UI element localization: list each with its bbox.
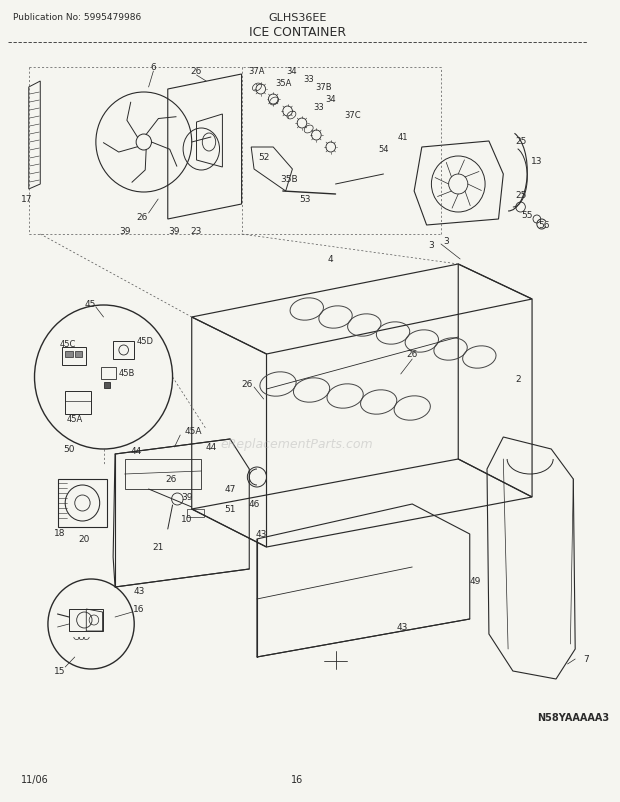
Text: 50: 50 [63, 445, 75, 454]
Text: ICE CONTAINER: ICE CONTAINER [249, 26, 346, 39]
Text: 3: 3 [428, 241, 434, 249]
Bar [69, 610, 102, 631]
Text: 45B: 45B [119, 369, 135, 378]
Text: 51: 51 [224, 505, 236, 514]
Text: 37A: 37A [249, 67, 265, 76]
Text: 26: 26 [242, 380, 253, 389]
Text: 49: 49 [470, 577, 481, 585]
Bar [100, 367, 116, 379]
Text: GLHS36EE: GLHS36EE [268, 13, 326, 23]
Text: 45: 45 [84, 300, 95, 309]
Text: 33: 33 [313, 103, 324, 112]
Bar [63, 347, 86, 366]
Text: 23: 23 [191, 227, 202, 237]
Text: 2: 2 [515, 375, 521, 384]
Text: 11/06: 11/06 [21, 774, 49, 784]
Text: 45A: 45A [184, 427, 202, 436]
Text: 7: 7 [583, 654, 588, 664]
Text: 44: 44 [205, 443, 216, 452]
Text: 26: 26 [136, 213, 148, 222]
Text: N58YAAAAA3: N58YAAAAA3 [537, 712, 609, 722]
Text: 45C: 45C [60, 340, 76, 349]
Text: 35B: 35B [281, 176, 298, 184]
Text: 41: 41 [397, 133, 408, 142]
Text: 26: 26 [407, 350, 418, 359]
Text: 16: 16 [133, 605, 144, 614]
Text: 25: 25 [515, 190, 526, 199]
Text: 26: 26 [191, 67, 202, 76]
Text: 37B: 37B [316, 83, 332, 91]
Bar [187, 509, 204, 517]
Text: 17: 17 [21, 195, 33, 205]
Text: 45A: 45A [67, 415, 83, 424]
Text: 37C: 37C [345, 111, 361, 119]
Text: 54: 54 [378, 145, 389, 154]
Text: 15: 15 [54, 666, 65, 675]
Text: 10: 10 [181, 515, 193, 524]
Text: 25: 25 [515, 137, 526, 146]
Bar [65, 351, 73, 358]
Text: 43: 43 [397, 622, 409, 632]
Text: 43: 43 [133, 587, 144, 596]
Text: 39: 39 [119, 227, 130, 237]
Text: 35A: 35A [275, 79, 292, 87]
Text: 21: 21 [153, 543, 164, 552]
Text: 39: 39 [181, 493, 193, 502]
Text: 52: 52 [258, 153, 269, 162]
Text: 43: 43 [255, 530, 267, 539]
Text: 53: 53 [299, 195, 311, 205]
Text: 34: 34 [326, 95, 336, 104]
Text: 45D: 45D [137, 337, 154, 346]
Text: 18: 18 [54, 529, 65, 538]
Text: 26: 26 [165, 475, 176, 484]
Text: eReplacementParts.com: eReplacementParts.com [221, 438, 373, 451]
Text: 20: 20 [79, 535, 90, 544]
Text: 34: 34 [286, 67, 297, 76]
Text: Publication No: 5995479986: Publication No: 5995479986 [14, 14, 142, 22]
Text: 39: 39 [169, 227, 180, 237]
Text: 3: 3 [443, 237, 449, 246]
Bar [105, 383, 110, 388]
Text: 16: 16 [291, 774, 303, 784]
Bar [125, 460, 202, 489]
Text: 6: 6 [151, 63, 156, 72]
Bar [113, 342, 134, 359]
Text: 55: 55 [521, 210, 533, 219]
Text: 44: 44 [130, 447, 142, 456]
Text: 33: 33 [303, 75, 314, 84]
Bar [75, 351, 82, 358]
Text: 56: 56 [539, 221, 551, 230]
Text: 46: 46 [249, 500, 260, 508]
Text: 47: 47 [224, 485, 236, 494]
Bar [58, 480, 107, 528]
Text: 4: 4 [328, 255, 334, 264]
Text: 13: 13 [531, 157, 542, 166]
